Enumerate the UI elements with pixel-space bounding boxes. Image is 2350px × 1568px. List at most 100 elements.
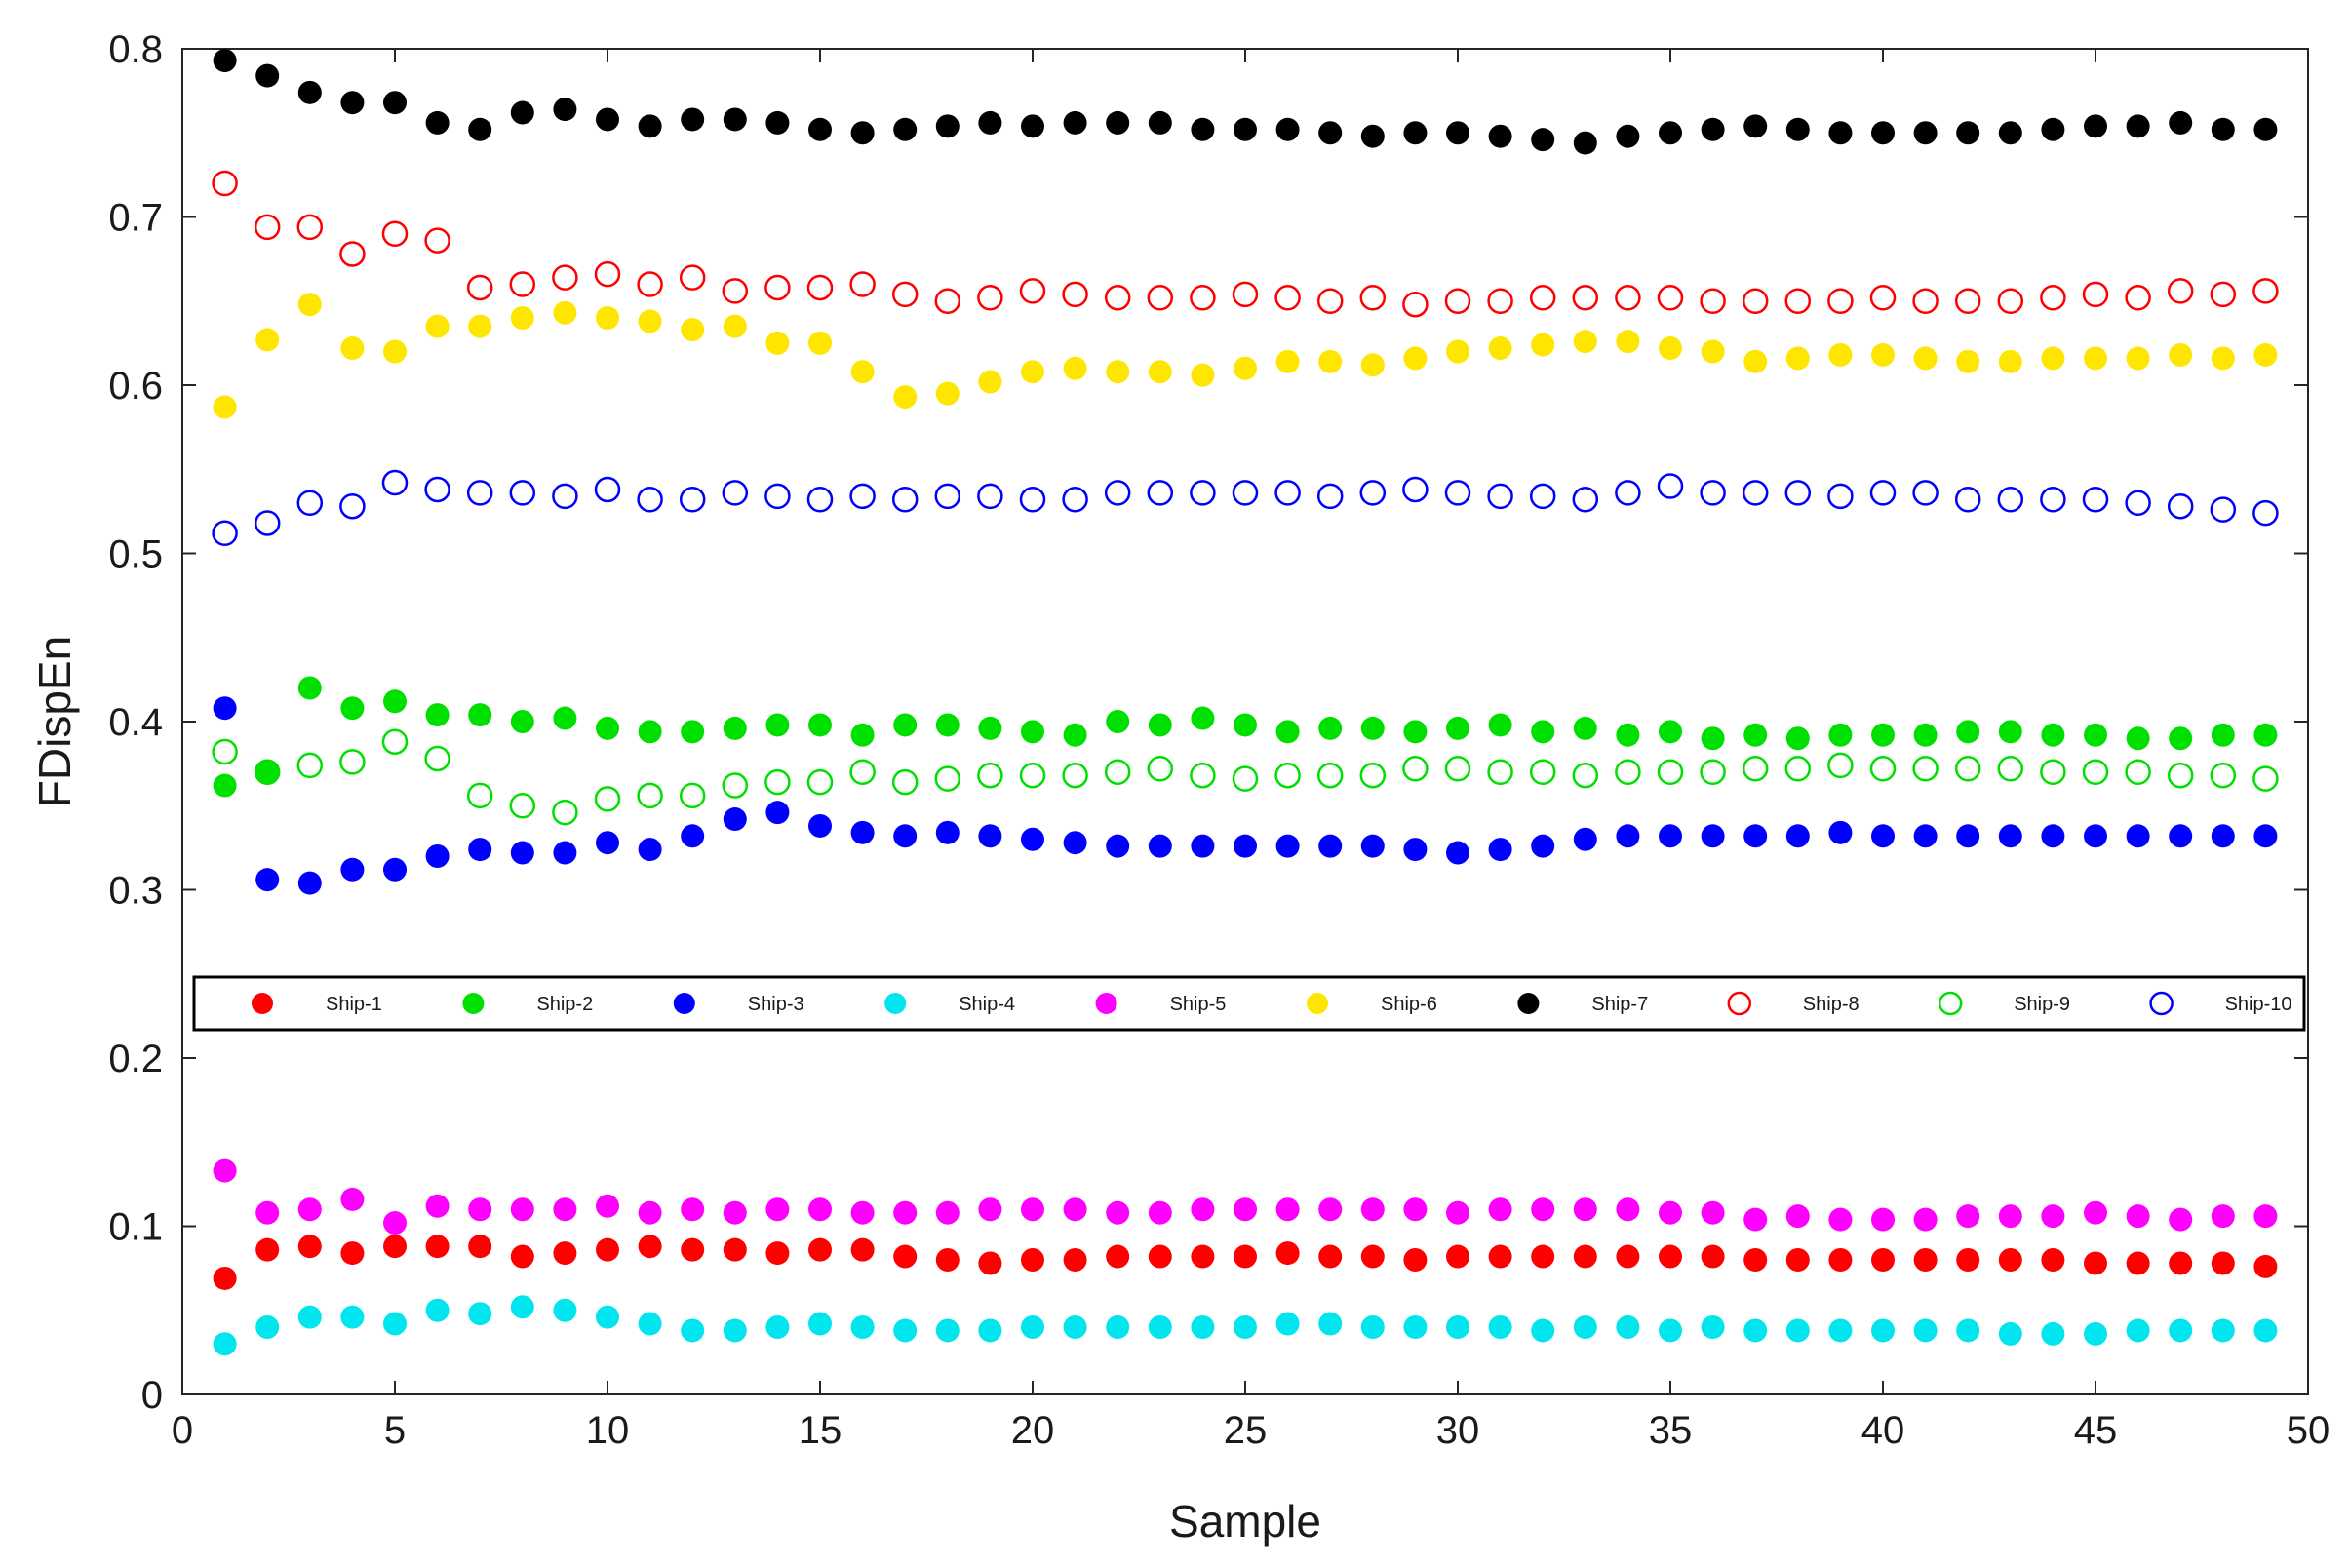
data-point <box>1700 759 1726 785</box>
data-point <box>1403 346 1428 371</box>
series-ship-9 <box>212 728 2279 826</box>
data-point <box>1063 356 1087 380</box>
data-point <box>1615 285 1641 311</box>
data-point <box>2082 759 2109 785</box>
data-point <box>1021 360 1044 384</box>
data-point <box>2041 723 2065 747</box>
data-point <box>1573 1244 1597 1269</box>
data-point <box>978 716 1002 740</box>
data-point <box>510 1295 534 1319</box>
data-point <box>1063 110 1087 135</box>
data-point <box>1106 1200 1130 1225</box>
data-point <box>255 328 280 352</box>
data-point <box>849 759 876 785</box>
data-point <box>383 1211 407 1235</box>
data-point <box>638 838 662 862</box>
data-point <box>596 831 619 855</box>
data-point <box>1063 723 1087 747</box>
series-ship-1 <box>213 1235 2278 1290</box>
data-point <box>893 713 918 737</box>
data-point <box>978 824 1002 848</box>
data-point <box>808 1312 832 1336</box>
data-point <box>1488 1244 1512 1269</box>
data-point <box>2126 1204 2150 1229</box>
data-point <box>1148 1315 1172 1339</box>
data-point <box>2084 1321 2107 1346</box>
data-point <box>765 331 790 355</box>
data-point <box>1956 121 1980 145</box>
data-point <box>1657 473 1684 499</box>
data-point <box>2040 285 2066 311</box>
data-point <box>1657 285 1684 311</box>
data-point <box>1616 124 1640 148</box>
data-point <box>2169 1207 2193 1232</box>
data-point <box>1062 487 1088 513</box>
data-point <box>2211 824 2235 848</box>
legend-marker <box>1727 991 1752 1016</box>
data-point <box>1743 114 1768 138</box>
data-point <box>681 107 705 132</box>
data-point <box>1232 281 1259 308</box>
data-point <box>1446 716 1469 740</box>
data-point <box>1615 480 1641 506</box>
legend-marker <box>1517 993 1540 1014</box>
data-point <box>893 117 918 141</box>
data-point <box>1360 716 1385 740</box>
data-point <box>1998 349 2022 373</box>
data-point <box>510 306 534 330</box>
data-point <box>466 782 493 809</box>
data-point <box>1701 117 1725 141</box>
data-point <box>1616 1244 1640 1269</box>
data-point <box>1573 1197 1597 1222</box>
legend-item: Ship-9 <box>1938 991 2070 1016</box>
data-point <box>425 844 450 868</box>
data-point <box>637 487 663 513</box>
data-point <box>468 117 492 141</box>
data-point <box>1147 756 1174 782</box>
data-point <box>2169 824 2193 848</box>
data-point <box>1827 752 1854 779</box>
data-point <box>213 1266 237 1290</box>
data-point <box>381 728 409 755</box>
data-point <box>2253 1204 2278 1229</box>
legend-label: Ship-9 <box>2014 994 2070 1015</box>
y-tick-label: 0.1 <box>108 1206 163 1249</box>
data-point <box>2211 723 2235 747</box>
data-point <box>1487 288 1513 314</box>
data-point <box>1701 1315 1725 1339</box>
data-point <box>1659 1244 1682 1269</box>
data-point <box>340 91 365 115</box>
data-point <box>425 1298 450 1322</box>
data-point <box>934 765 961 792</box>
data-point <box>340 336 365 361</box>
data-point <box>1106 360 1130 384</box>
legend: Ship-1 Ship-2 Ship-3 Ship-4 Ship-5 Ship-6 Ship… <box>192 975 2306 1032</box>
data-point <box>1360 353 1385 377</box>
data-point <box>681 318 705 342</box>
data-point <box>1828 1248 1853 1272</box>
data-point <box>296 490 324 516</box>
data-point <box>1785 726 1810 751</box>
data-point <box>808 713 832 737</box>
data-point <box>1234 834 1257 858</box>
data-point <box>296 752 324 779</box>
data-point <box>2253 723 2278 747</box>
legend-label: Ship-1 <box>326 994 382 1015</box>
data-point <box>1021 1197 1044 1222</box>
data-point <box>1403 838 1428 862</box>
data-point <box>764 483 791 510</box>
data-point <box>1446 121 1469 145</box>
data-point <box>1488 1197 1512 1222</box>
data-point <box>2169 342 2193 367</box>
data-point <box>679 487 706 513</box>
data-point <box>1148 1244 1172 1269</box>
data-point <box>2169 1251 2193 1275</box>
data-point <box>2084 346 2107 371</box>
data-point <box>2210 762 2237 789</box>
data-point <box>893 824 918 848</box>
legend-item: Ship-10 <box>2149 991 2292 1016</box>
data-point <box>510 1197 534 1222</box>
data-point <box>1318 349 1343 373</box>
data-point <box>935 381 960 406</box>
data-point <box>1190 762 1216 789</box>
